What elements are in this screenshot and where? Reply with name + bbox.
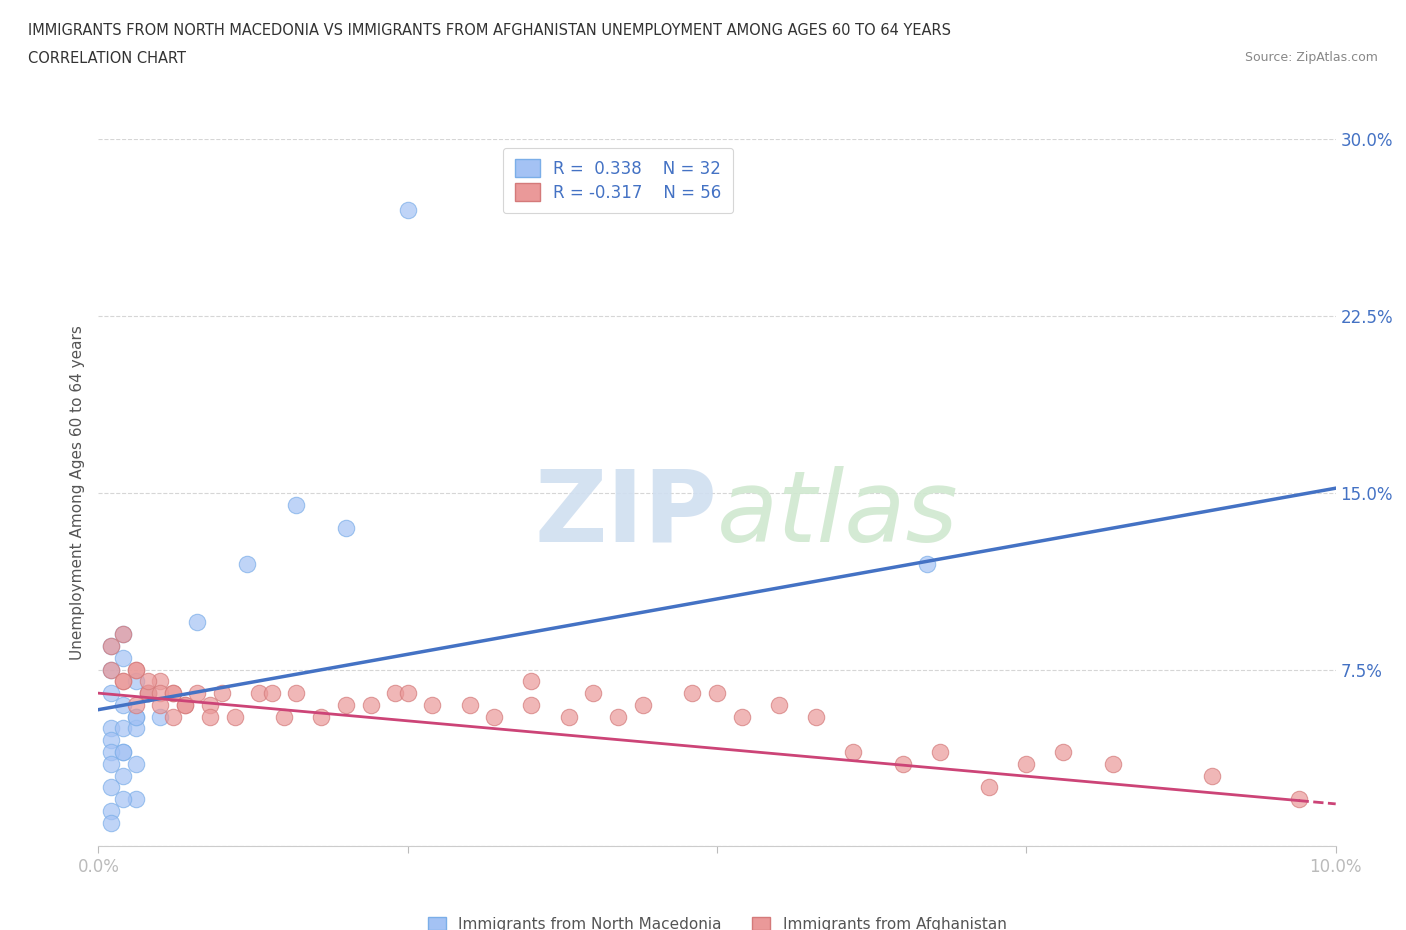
Point bbox=[136, 685, 159, 700]
Text: ZIP: ZIP bbox=[534, 466, 717, 563]
Point bbox=[149, 698, 172, 712]
Point bbox=[100, 639, 122, 654]
Point bbox=[335, 521, 357, 536]
Point bbox=[149, 685, 172, 700]
Point bbox=[681, 685, 703, 700]
Text: atlas: atlas bbox=[717, 466, 959, 563]
Point bbox=[484, 710, 506, 724]
Point bbox=[309, 710, 332, 724]
Point bbox=[198, 698, 221, 712]
Point bbox=[211, 685, 233, 700]
Point bbox=[162, 685, 184, 700]
Point bbox=[582, 685, 605, 700]
Point bbox=[422, 698, 444, 712]
Point bbox=[100, 639, 122, 654]
Point bbox=[124, 698, 146, 712]
Point bbox=[112, 674, 135, 689]
Point bbox=[136, 685, 159, 700]
Point bbox=[174, 698, 197, 712]
Point bbox=[1052, 745, 1074, 760]
Point bbox=[112, 698, 135, 712]
Text: CORRELATION CHART: CORRELATION CHART bbox=[28, 51, 186, 66]
Point bbox=[149, 674, 172, 689]
Point bbox=[112, 627, 135, 642]
Point bbox=[804, 710, 827, 724]
Point bbox=[100, 804, 122, 818]
Point bbox=[520, 698, 543, 712]
Point bbox=[112, 791, 135, 806]
Point bbox=[285, 498, 308, 512]
Point bbox=[198, 710, 221, 724]
Point bbox=[335, 698, 357, 712]
Y-axis label: Unemployment Among Ages 60 to 64 years: Unemployment Among Ages 60 to 64 years bbox=[69, 326, 84, 660]
Point bbox=[124, 710, 146, 724]
Point bbox=[285, 685, 308, 700]
Point bbox=[112, 650, 135, 665]
Point bbox=[917, 556, 939, 571]
Point bbox=[100, 662, 122, 677]
Text: IMMIGRANTS FROM NORTH MACEDONIA VS IMMIGRANTS FROM AFGHANISTAN UNEMPLOYMENT AMON: IMMIGRANTS FROM NORTH MACEDONIA VS IMMIG… bbox=[28, 23, 950, 38]
Point bbox=[607, 710, 630, 724]
Point bbox=[136, 674, 159, 689]
Point bbox=[396, 685, 419, 700]
Point bbox=[520, 674, 543, 689]
Point bbox=[731, 710, 754, 724]
Point bbox=[124, 662, 146, 677]
Point bbox=[100, 685, 122, 700]
Point bbox=[124, 662, 146, 677]
Point bbox=[124, 791, 146, 806]
Point bbox=[124, 756, 146, 771]
Point bbox=[247, 685, 270, 700]
Point bbox=[1015, 756, 1038, 771]
Point bbox=[112, 674, 135, 689]
Point bbox=[136, 685, 159, 700]
Point bbox=[124, 710, 146, 724]
Point bbox=[100, 745, 122, 760]
Point bbox=[384, 685, 406, 700]
Point bbox=[186, 685, 208, 700]
Point bbox=[928, 745, 950, 760]
Point bbox=[891, 756, 914, 771]
Point bbox=[186, 615, 208, 630]
Point bbox=[174, 698, 197, 712]
Text: Source: ZipAtlas.com: Source: ZipAtlas.com bbox=[1244, 51, 1378, 64]
Point bbox=[360, 698, 382, 712]
Point bbox=[1201, 768, 1223, 783]
Point bbox=[979, 780, 1001, 795]
Point bbox=[124, 721, 146, 736]
Point bbox=[396, 203, 419, 218]
Point bbox=[100, 662, 122, 677]
Point bbox=[557, 710, 579, 724]
Point bbox=[236, 556, 259, 571]
Point bbox=[100, 733, 122, 748]
Point bbox=[260, 685, 283, 700]
Point bbox=[224, 710, 246, 724]
Point bbox=[100, 756, 122, 771]
Point bbox=[100, 721, 122, 736]
Point bbox=[112, 745, 135, 760]
Point bbox=[1102, 756, 1125, 771]
Point bbox=[162, 685, 184, 700]
Point bbox=[842, 745, 865, 760]
Point bbox=[112, 721, 135, 736]
Point bbox=[124, 674, 146, 689]
Point bbox=[112, 768, 135, 783]
Point bbox=[1288, 791, 1310, 806]
Point bbox=[768, 698, 790, 712]
Point bbox=[631, 698, 654, 712]
Point bbox=[100, 816, 122, 830]
Point bbox=[149, 710, 172, 724]
Point bbox=[273, 710, 295, 724]
Point bbox=[112, 627, 135, 642]
Point bbox=[100, 780, 122, 795]
Point bbox=[458, 698, 481, 712]
Point bbox=[162, 710, 184, 724]
Point bbox=[112, 745, 135, 760]
Legend: Immigrants from North Macedonia, Immigrants from Afghanistan: Immigrants from North Macedonia, Immigra… bbox=[422, 910, 1012, 930]
Point bbox=[706, 685, 728, 700]
